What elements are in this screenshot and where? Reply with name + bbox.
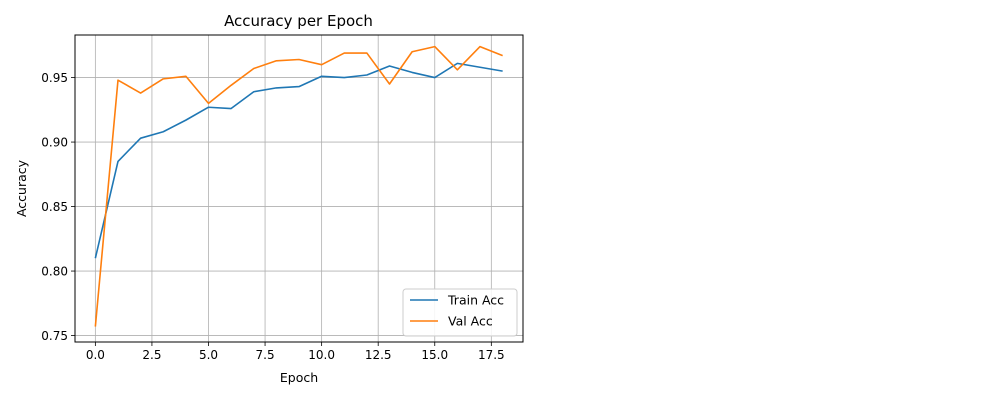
- y-axis-label: Accuracy: [14, 159, 29, 217]
- y-tick-label: 0.95: [41, 71, 68, 85]
- x-tick-label: 12.5: [365, 348, 392, 362]
- y-tick-label: 0.85: [41, 200, 68, 214]
- x-axis-label: Epoch: [280, 370, 318, 385]
- series-line-1: [94, 45, 503, 327]
- y-tick-label: 0.80: [41, 264, 68, 278]
- x-tick-label: 5.0: [199, 348, 218, 362]
- x-tick-label: 10.0: [308, 348, 335, 362]
- series-lines: [94, 45, 503, 327]
- legend-label: Train Acc: [447, 293, 504, 308]
- series-line-0: [94, 62, 503, 259]
- y-tick-label: 0.75: [41, 329, 68, 343]
- x-axis-ticks: 0.0 2.5 5.0 7.5 10.0 12.5 15.0 17.5: [86, 342, 505, 362]
- y-axis-ticks: 0.75 0.80 0.85 0.90 0.95: [41, 71, 75, 343]
- x-tick-label: 0.0: [86, 348, 105, 362]
- y-tick-label: 0.90: [41, 135, 68, 149]
- x-tick-label: 17.5: [478, 348, 505, 362]
- x-tick-label: 15.0: [421, 348, 448, 362]
- legend-label: Val Acc: [448, 314, 493, 329]
- chart-title: Accuracy per Epoch: [224, 12, 373, 30]
- legend: Train Acc Val Acc: [402, 288, 518, 337]
- grid: [75, 35, 523, 342]
- x-tick-label: 2.5: [142, 348, 161, 362]
- plot-frame: [74, 34, 524, 343]
- x-tick-label: 7.5: [256, 348, 275, 362]
